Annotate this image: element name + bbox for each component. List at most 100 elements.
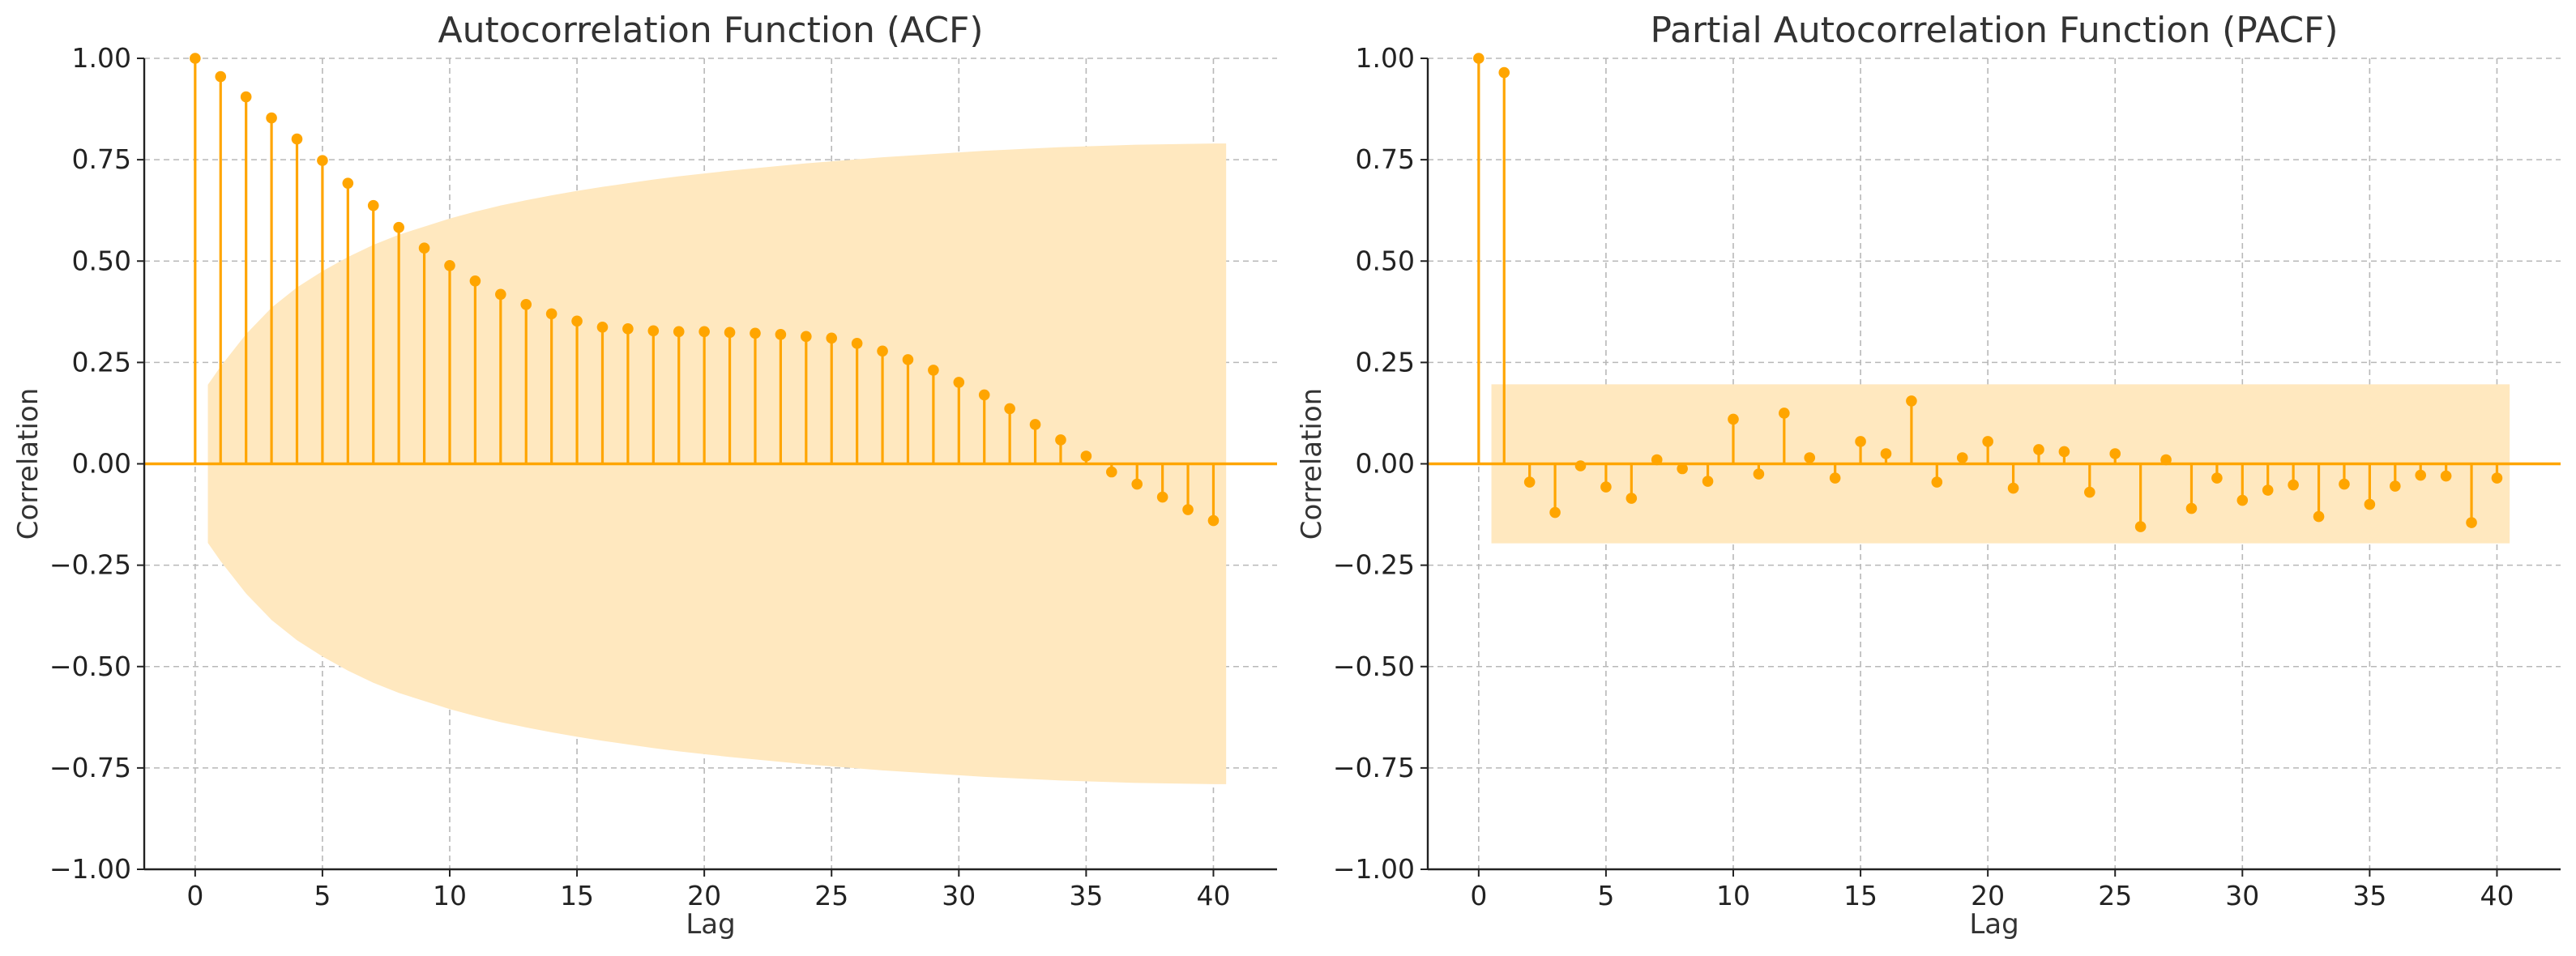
pacf-marker-21 (2007, 482, 2019, 494)
acf-marker-32 (1004, 403, 1015, 415)
pacf-marker-27 (2160, 454, 2172, 466)
acf-marker-7 (367, 199, 379, 211)
acf-marker-29 (928, 365, 939, 376)
pacf-marker-22 (2033, 444, 2044, 455)
pacf-marker-2 (1523, 476, 1536, 488)
pacf-ytick-label-3: −0.25 (1333, 549, 1415, 581)
pacf-ylabel: Correlation (1296, 388, 1328, 540)
acf-marker-33 (1029, 419, 1041, 430)
pacf-marker-30 (2236, 494, 2249, 506)
acf-marker-4 (291, 133, 303, 145)
acf-xtick-label-6: 30 (942, 880, 976, 911)
pacf-marker-19 (1956, 452, 1968, 463)
pacf-ytick-label-5: 0.25 (1356, 346, 1415, 378)
acf-xtick-label-3: 15 (560, 880, 594, 911)
pacf-marker-35 (2364, 498, 2376, 510)
pacf-marker-33 (2313, 510, 2325, 523)
pacf-marker-8 (1677, 463, 1688, 475)
acf-marker-17 (622, 323, 634, 335)
acf-marker-21 (724, 326, 736, 339)
pacf-ytick-label-2: −0.50 (1333, 651, 1415, 682)
pacf-xtick-label-8: 40 (2480, 880, 2514, 911)
pacf-ytick-label-4: 0.00 (1356, 448, 1415, 480)
pacf-ytick-label-7: 0.75 (1356, 143, 1415, 175)
pacf-xtick-label-4: 20 (1971, 880, 2005, 911)
pacf-ytick-label-0: −1.00 (1333, 853, 1415, 885)
pacf-marker-0 (1473, 53, 1485, 64)
pacf-marker-1 (1498, 66, 1510, 79)
acf-marker-9 (418, 242, 430, 254)
acf-marker-3 (266, 112, 277, 124)
acf-ylabel: Correlation (12, 388, 45, 540)
acf-marker-5 (317, 155, 328, 166)
acf-ytick-label-1: −0.75 (49, 752, 131, 783)
acf-marker-8 (393, 221, 404, 233)
pacf-marker-37 (2415, 469, 2427, 481)
acf-marker-13 (520, 299, 532, 310)
pacf-xtick-label-1: 5 (1597, 880, 1614, 911)
acf-ytick-label-4: 0.00 (72, 448, 131, 480)
acf-marker-18 (647, 325, 660, 337)
pacf-marker-5 (1600, 481, 1612, 493)
acf-marker-6 (342, 177, 354, 189)
acf-marker-27 (877, 345, 888, 357)
pacf-marker-28 (2185, 502, 2198, 514)
pacf-marker-12 (1779, 408, 1790, 419)
acf-marker-12 (495, 288, 506, 301)
pacf-marker-36 (2389, 480, 2401, 492)
acf-xtick-label-0: 0 (186, 880, 203, 911)
acf-marker-37 (1131, 478, 1143, 490)
acf-ytick-label-5: 0.25 (72, 346, 131, 378)
acf-ytick-label-2: −0.50 (49, 651, 131, 682)
pacf-xtick-label-7: 35 (2352, 880, 2386, 911)
pacf-marker-31 (2262, 484, 2274, 496)
acf-marker-28 (902, 354, 914, 365)
pacf-ytick-label-1: −0.75 (1333, 752, 1415, 783)
pacf-xtick-label-3: 15 (1843, 880, 1878, 911)
pacf-title: Partial Autocorrelation Function (PACF) (1650, 10, 2338, 51)
pacf-xlabel: Lag (1969, 908, 2019, 941)
acf-marker-10 (444, 259, 455, 271)
acf-marker-0 (190, 53, 201, 64)
pacf-marker-32 (2288, 479, 2299, 491)
acf-ytick-label-3: −0.25 (49, 549, 131, 581)
pacf-marker-10 (1728, 413, 1739, 425)
acf-xtick-label-1: 5 (314, 880, 331, 911)
acf-marker-30 (953, 377, 965, 388)
pacf-marker-20 (1982, 436, 1993, 447)
pacf-marker-3 (1549, 506, 1561, 519)
acf-marker-24 (801, 331, 812, 343)
acf-marker-20 (698, 326, 710, 338)
acf-xlabel: Lag (686, 908, 735, 941)
acf-marker-14 (545, 308, 557, 320)
acf-xtick-label-4: 20 (687, 880, 721, 911)
pacf-marker-15 (1855, 436, 1866, 447)
pacf-marker-25 (2109, 448, 2121, 459)
acf-xtick-label-5: 25 (814, 880, 848, 911)
acf-xtick-label-2: 10 (433, 880, 467, 911)
acf-marker-1 (215, 70, 227, 83)
acf-marker-25 (826, 332, 838, 344)
acf-marker-35 (1080, 450, 1092, 462)
pacf-xtick-label-0: 0 (1470, 880, 1487, 911)
pacf-xtick-label-2: 10 (1716, 880, 1750, 911)
pacf-marker-39 (2466, 517, 2477, 528)
acf-marker-11 (469, 275, 481, 287)
pacf-marker-11 (1753, 468, 1765, 480)
acf-marker-39 (1182, 504, 1194, 515)
acf-ytick-label-8: 1.00 (72, 42, 131, 74)
pacf-marker-7 (1651, 454, 1663, 466)
acf-marker-36 (1105, 466, 1117, 478)
acf-marker-2 (240, 91, 252, 103)
pacf-marker-23 (2058, 446, 2070, 458)
acf-marker-16 (596, 322, 609, 333)
pacf-marker-18 (1931, 476, 1943, 488)
pacf-marker-13 (1804, 452, 1816, 463)
pacf-ytick-label-6: 0.50 (1356, 245, 1415, 276)
pacf-marker-4 (1574, 460, 1587, 472)
acf-panel: 0 5 10 15 20 25 30 35 40 −1.00 −0.75 −0.50 −0.25 0.00… (12, 10, 1277, 941)
acf-marker-38 (1156, 491, 1168, 503)
acf-marker-23 (775, 329, 787, 340)
pacf-marker-14 (1829, 472, 1841, 484)
